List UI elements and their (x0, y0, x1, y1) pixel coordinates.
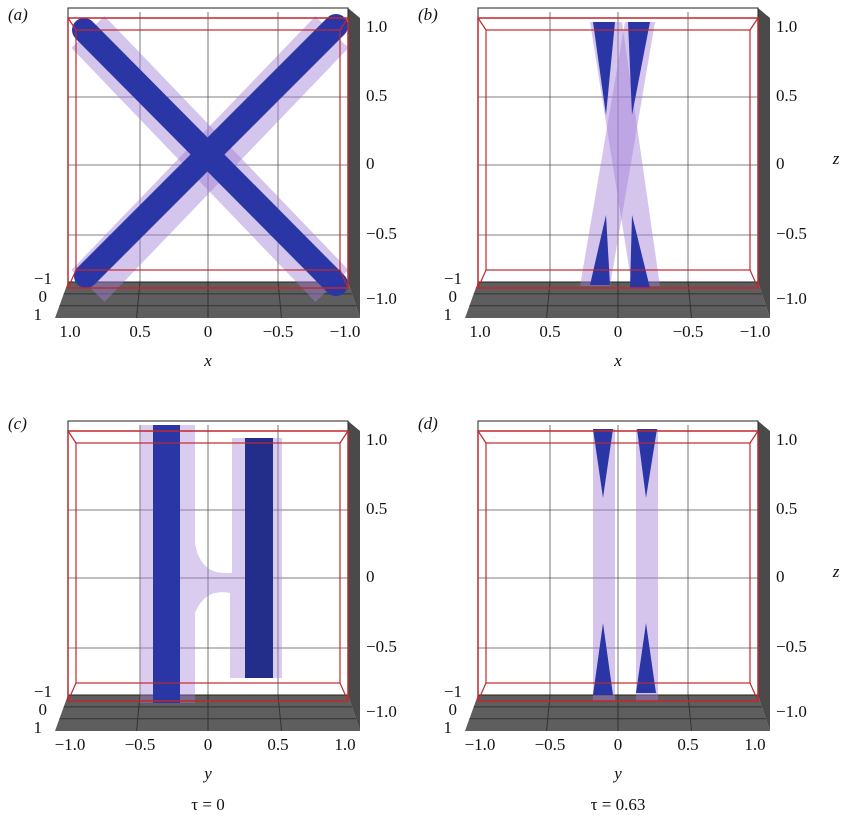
h-tick-label: −0.5 (535, 735, 566, 754)
axis-label: x (203, 351, 212, 370)
z-tick-label: 0.5 (366, 499, 387, 518)
z-tick-label: 1.0 (366, 430, 387, 449)
depth-tick-label: 0 (449, 287, 458, 306)
box-edge (340, 431, 348, 443)
panel-label: (a) (8, 5, 28, 24)
depth-tick-label: 1 (34, 718, 43, 737)
z-tick-label: −1.0 (776, 702, 807, 721)
box-edge (750, 18, 758, 30)
h-tick-label: 1.0 (334, 735, 355, 754)
z-tick-label: −0.5 (776, 637, 807, 656)
h-tick-label: −1.0 (330, 322, 361, 341)
axis-label: x (613, 351, 622, 370)
axis-label: y (612, 764, 622, 783)
h-tick-label: −0.5 (125, 735, 156, 754)
z-tick-label: 1.0 (776, 430, 797, 449)
box-edge (68, 431, 76, 443)
panel-label: (b) (418, 5, 438, 24)
depth-tick-label: −1 (444, 682, 462, 701)
depth-tick-label: 1 (444, 305, 453, 324)
h-tick-label: 0.5 (267, 735, 288, 754)
side-wall (758, 8, 770, 318)
depth-tick-label: 1 (34, 305, 43, 324)
z-tick-label: 0 (366, 154, 375, 173)
box-edge (750, 431, 758, 443)
z-axis-label: z (832, 562, 840, 581)
z-tick-label: 0 (776, 567, 785, 586)
figure: (a)1.00.50−0.5−1.01.00.50−0.5−1.0−101x(b… (0, 0, 842, 826)
z-axis-label: z (832, 149, 840, 168)
z-tick-label: −0.5 (776, 224, 807, 243)
h-tick-label: −0.5 (673, 322, 704, 341)
h-tick-label: 0 (204, 322, 213, 341)
h-tick-label: 0 (614, 322, 623, 341)
z-tick-label: 1.0 (776, 17, 797, 36)
depth-tick-label: −1 (34, 682, 52, 701)
z-tick-label: −1.0 (366, 702, 397, 721)
h-tick-label: −1.0 (55, 735, 86, 754)
z-tick-label: −1.0 (776, 289, 807, 308)
h-tick-label: 0.5 (677, 735, 698, 754)
h-tick-label: −1.0 (740, 322, 771, 341)
h-tick-label: 0.5 (539, 322, 560, 341)
z-tick-label: 0 (776, 154, 785, 173)
z-tick-label: −0.5 (366, 224, 397, 243)
h-tick-label: −1.0 (465, 735, 496, 754)
h-tick-label: 0.5 (129, 322, 150, 341)
side-wall (348, 421, 360, 731)
z-tick-label: 1.0 (366, 17, 387, 36)
depth-tick-label: −1 (34, 269, 52, 288)
side-wall (758, 421, 770, 731)
z-tick-label: 0.5 (776, 499, 797, 518)
caption: τ = 0.63 (591, 795, 646, 814)
depth-tick-label: 1 (444, 718, 453, 737)
z-tick-label: −0.5 (366, 637, 397, 656)
z-tick-label: 0.5 (776, 86, 797, 105)
axis-label: y (202, 764, 212, 783)
z-tick-label: −1.0 (366, 289, 397, 308)
h-tick-label: 1.0 (59, 322, 80, 341)
h-tick-label: −0.5 (263, 322, 294, 341)
depth-tick-label: 0 (39, 700, 48, 719)
h-tick-label: 1.0 (744, 735, 765, 754)
box-edge (478, 431, 486, 443)
box-edge (478, 18, 486, 30)
z-tick-label: 0 (366, 567, 375, 586)
h-tick-label: 0 (204, 735, 213, 754)
panel-label: (d) (418, 414, 438, 433)
depth-tick-label: 0 (39, 287, 48, 306)
caption: τ = 0 (191, 795, 224, 814)
h-tick-label: 1.0 (469, 322, 490, 341)
h-tick-label: 0 (614, 735, 623, 754)
side-wall (348, 8, 360, 318)
panel-label: (c) (8, 414, 27, 433)
tube (153, 425, 180, 703)
depth-tick-label: 0 (449, 700, 458, 719)
tube (245, 438, 273, 678)
depth-tick-label: −1 (444, 269, 462, 288)
z-tick-label: 0.5 (366, 86, 387, 105)
